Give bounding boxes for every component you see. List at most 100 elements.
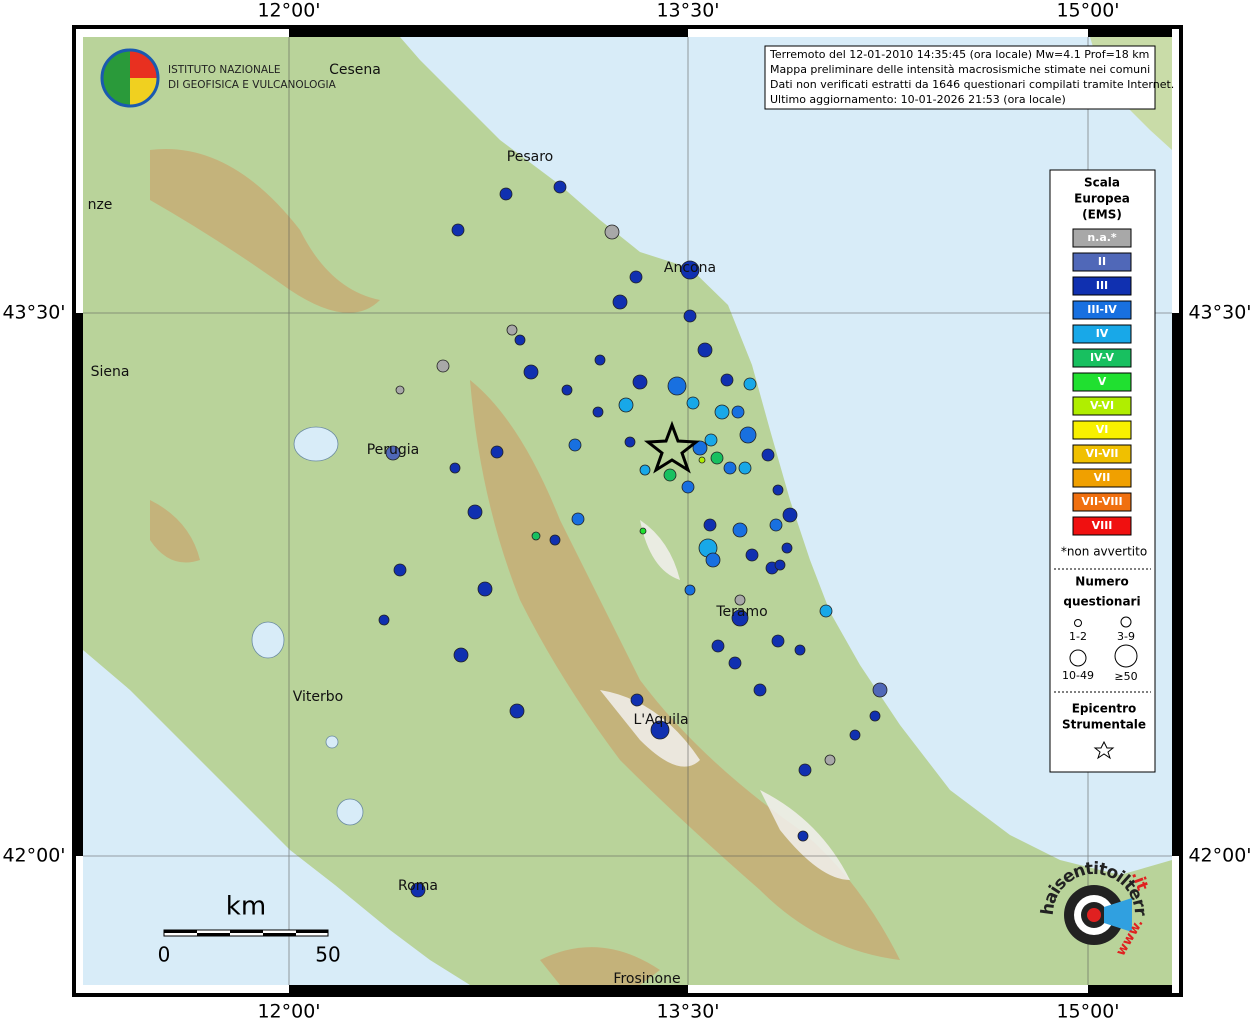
observation <box>781 542 793 554</box>
legend-label: VII-VIII <box>1081 495 1122 508</box>
scale-label: 0 <box>158 943 171 967</box>
observation <box>710 451 724 465</box>
observation <box>723 461 737 475</box>
logo-text: ISTITUTO NAZIONALE <box>168 64 281 76</box>
lat-label: 42°00' <box>1188 845 1251 867</box>
legend-note: *non avvertito <box>1061 545 1147 559</box>
legend-title: (EMS) <box>1082 208 1122 222</box>
info-line: Mappa preliminare delle intensità macros… <box>770 63 1150 76</box>
size-label: 1-2 <box>1069 630 1087 643</box>
observation <box>531 531 541 541</box>
legend-label: III-IV <box>1087 303 1117 316</box>
scale-bar: km 0 50 <box>158 892 341 967</box>
legend-swatch <box>1072 492 1132 512</box>
lon-label: 13°30' <box>656 1001 719 1023</box>
observation <box>612 294 628 310</box>
observation <box>509 703 525 719</box>
city-label: L'Aquila <box>633 712 688 728</box>
info-line: Dati non verificati estratti da 1646 que… <box>770 78 1174 91</box>
observation <box>797 830 809 842</box>
observation <box>650 720 670 740</box>
legend-swatch <box>1072 420 1132 440</box>
legend-title: Scala <box>1084 176 1120 190</box>
frame-ticks <box>72 25 1183 997</box>
observation <box>680 260 700 280</box>
lat-label: 42°00' <box>2 845 65 867</box>
observation <box>705 552 721 568</box>
map-area <box>83 37 1172 985</box>
legend-label: II <box>1098 255 1106 268</box>
observations <box>378 180 888 898</box>
size-label: 10-49 <box>1062 669 1094 682</box>
epicenter-title: Epicentro <box>1072 702 1137 716</box>
legend-label: V-VI <box>1090 399 1114 412</box>
legend-swatch <box>1072 396 1132 416</box>
observation <box>663 468 677 482</box>
observation <box>794 644 806 656</box>
city-label: Cesena <box>329 62 381 78</box>
lon-label: 12°00' <box>257 1001 320 1023</box>
observation <box>782 507 798 523</box>
logo-text: DI GEOFISICA E VULCANOLOGIA <box>168 79 337 91</box>
legend-label: IV-V <box>1090 351 1115 364</box>
scale-label: 50 <box>315 943 340 967</box>
observation <box>629 270 643 284</box>
lon-label: 15°00' <box>1056 0 1119 22</box>
epicenter <box>643 420 701 474</box>
lon-label: 15°00' <box>1056 1001 1119 1023</box>
legend: Scala Europea (EMS) *non avvertito Numer… <box>1049 169 1156 773</box>
observation <box>704 433 718 447</box>
observation <box>798 763 812 777</box>
observation <box>561 384 573 396</box>
observation <box>378 614 390 626</box>
observation <box>869 710 881 722</box>
observation <box>684 584 696 596</box>
lon-label: 13°30' <box>656 0 719 22</box>
observation <box>849 729 861 741</box>
city-label: Siena <box>91 364 130 380</box>
observation <box>618 397 634 413</box>
observation <box>731 609 749 627</box>
legend-swatch <box>1072 252 1132 272</box>
size-label: 3-9 <box>1117 630 1135 643</box>
observation <box>720 373 734 387</box>
legend-swatch <box>1072 324 1132 344</box>
observation <box>761 448 775 462</box>
observation <box>714 404 730 420</box>
observation <box>549 534 561 546</box>
info-line: Ultimo aggiornamento: 10-01-2026 21:53 (… <box>770 93 1066 106</box>
observation <box>686 396 700 410</box>
legend-label: VIII <box>1092 519 1113 532</box>
observation <box>819 604 833 618</box>
lat-label: 43°30' <box>1188 302 1251 324</box>
observation <box>594 354 606 366</box>
observation <box>824 754 836 766</box>
observation <box>738 461 752 475</box>
legend-swatch <box>1072 372 1132 392</box>
legend-swatch <box>1072 444 1132 464</box>
city-label: Roma <box>398 878 438 894</box>
epicenter-title: Strumentale <box>1062 718 1146 732</box>
observation <box>604 224 620 240</box>
legend-swatch <box>1072 468 1132 488</box>
observation <box>698 456 706 464</box>
observation <box>683 309 697 323</box>
city-label: Teramo <box>715 604 767 620</box>
legend-swatch <box>1072 228 1132 248</box>
info-box: Terremoto del 12-01-2010 14:35:45 (ora l… <box>764 45 1174 110</box>
observation <box>449 462 461 474</box>
observation <box>571 512 585 526</box>
legend-swatch <box>1072 300 1132 320</box>
observation <box>743 377 757 391</box>
observation <box>506 324 518 336</box>
size-title: Numero <box>1075 575 1128 589</box>
legend-title: Europea <box>1074 192 1130 206</box>
legend-swatch <box>1072 516 1132 536</box>
observation <box>739 426 757 444</box>
size-label: ≥50 <box>1114 670 1137 683</box>
observation <box>451 223 465 237</box>
observation <box>728 656 742 670</box>
legend-label: VI <box>1096 423 1109 436</box>
info-line: Terremoto del 12-01-2010 14:35:45 (ora l… <box>769 48 1149 61</box>
observation <box>453 647 469 663</box>
